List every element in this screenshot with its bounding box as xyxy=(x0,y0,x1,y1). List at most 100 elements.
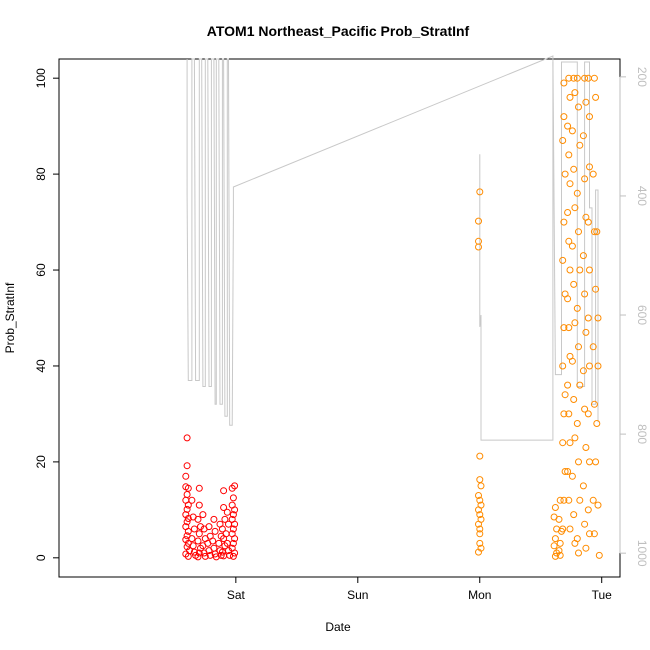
point-s1-5 xyxy=(183,491,191,498)
point-s2-74 xyxy=(571,434,579,442)
point-s2-124 xyxy=(592,458,600,466)
point-s2-107 xyxy=(586,113,593,121)
point-s2-19 xyxy=(551,504,559,511)
point-s2-5 xyxy=(476,476,484,484)
point-s1-73 xyxy=(228,484,236,492)
point-s2-80 xyxy=(576,141,584,149)
point-s2-122 xyxy=(589,343,597,351)
point-s2-18 xyxy=(475,548,482,556)
point-s2-31 xyxy=(556,551,564,559)
point-s2-121 xyxy=(592,285,600,293)
point-s2-108 xyxy=(586,163,593,171)
point-s1-25 xyxy=(189,542,197,550)
point-s1-42 xyxy=(201,552,209,560)
point-s2-42 xyxy=(560,410,568,418)
point-s2-27 xyxy=(555,515,563,523)
point-s2-115 xyxy=(584,506,592,514)
point-s2-6 xyxy=(477,482,485,490)
point-s2-99 xyxy=(582,328,590,336)
point-s2-46 xyxy=(559,525,567,533)
y-tick-label-5: 100 xyxy=(34,68,48,88)
point-s2-47 xyxy=(565,74,573,82)
point-s2-73 xyxy=(570,396,578,403)
point-s2-43 xyxy=(559,439,567,447)
point-s2-97 xyxy=(579,252,587,260)
point-s2-87 xyxy=(573,420,581,427)
point-s2-105 xyxy=(582,544,590,552)
point-s2-127 xyxy=(593,228,601,236)
point-s1-1 xyxy=(183,462,191,470)
point-s1-37 xyxy=(199,511,207,519)
point-s1-62 xyxy=(218,525,226,533)
point-s1-0 xyxy=(183,434,191,442)
point-s2-68 xyxy=(571,204,579,212)
point-s2-79 xyxy=(575,103,582,111)
point-s2-94 xyxy=(579,132,587,140)
point-s1-71 xyxy=(225,547,232,555)
point-s1-10 xyxy=(184,515,192,522)
point-s1-76 xyxy=(231,506,239,514)
y2-tick-label-1: 400 xyxy=(635,186,649,206)
point-s2-60 xyxy=(566,439,574,447)
x-tick-label-0: Sat xyxy=(227,588,246,602)
point-s2-93 xyxy=(582,98,590,106)
point-s1-86 xyxy=(229,552,237,560)
point-s2-36 xyxy=(560,218,568,226)
point-s2-113 xyxy=(584,410,592,418)
point-s2-101 xyxy=(581,405,589,413)
point-s1-51 xyxy=(210,544,218,552)
point-s1-74 xyxy=(229,494,237,502)
point-s2-106 xyxy=(584,74,592,82)
point-s1-77 xyxy=(229,511,237,519)
point-s2-67 xyxy=(570,165,578,173)
point-s2-102 xyxy=(582,444,590,451)
point-s2-37 xyxy=(559,256,567,264)
point-s2-92 xyxy=(581,74,589,82)
point-s1-8 xyxy=(183,505,191,513)
point-s1-20 xyxy=(184,552,192,560)
point-s2-41 xyxy=(561,391,569,399)
x-tick-label-2: Mon xyxy=(468,588,491,602)
y2-tick-label-3: 800 xyxy=(635,424,649,444)
point-s2-72 xyxy=(568,357,576,365)
point-s1-36 xyxy=(194,553,202,561)
point-s2-7 xyxy=(475,492,482,499)
point-s2-44 xyxy=(561,468,569,475)
point-s2-131 xyxy=(594,501,602,509)
point-s2-53 xyxy=(565,237,573,245)
point-s2-23 xyxy=(550,542,558,550)
point-s1-60 xyxy=(220,504,228,511)
point-s2-112 xyxy=(586,362,593,370)
point-s1-26 xyxy=(190,548,198,556)
point-s2-123 xyxy=(590,400,598,408)
point-s1-13 xyxy=(184,527,192,535)
point-s2-35 xyxy=(561,170,569,178)
point-s1-33 xyxy=(194,537,202,545)
point-s1-32 xyxy=(195,530,203,538)
y-tick-label-4: 80 xyxy=(34,167,48,181)
point-s2-98 xyxy=(581,290,589,298)
point-s2-0 xyxy=(476,188,484,196)
point-s2-34 xyxy=(559,137,567,144)
point-s2-120 xyxy=(590,228,598,236)
point-s2-116 xyxy=(586,530,593,538)
point-s2-90 xyxy=(573,535,581,543)
point-s2-14 xyxy=(476,525,484,533)
point-s2-49 xyxy=(564,122,572,130)
y2-lines xyxy=(186,55,599,441)
x-tick-label-3: Tue xyxy=(592,588,613,602)
point-s1-80 xyxy=(229,525,237,533)
point-s2-132 xyxy=(595,551,603,559)
point-s2-13 xyxy=(475,520,482,528)
point-s1-87 xyxy=(231,482,239,490)
point-s2-75 xyxy=(568,472,576,480)
y-tick-label-2: 40 xyxy=(34,359,48,373)
point-s1-35 xyxy=(195,549,203,557)
point-s2-55 xyxy=(564,295,572,303)
point-s1-85 xyxy=(231,549,239,557)
point-s2-110 xyxy=(586,266,593,274)
point-s2-71 xyxy=(571,319,579,327)
point-s2-89 xyxy=(576,496,584,504)
point-s2-129 xyxy=(594,362,602,370)
